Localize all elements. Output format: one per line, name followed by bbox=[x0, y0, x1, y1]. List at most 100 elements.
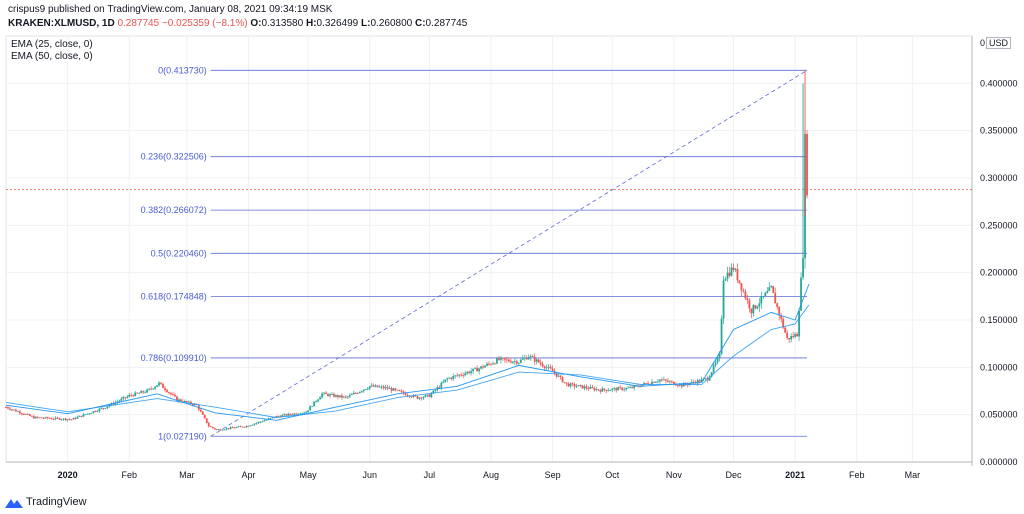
candle-body bbox=[700, 379, 703, 382]
candle-body bbox=[440, 382, 443, 388]
candle-body bbox=[245, 425, 248, 427]
candle-body bbox=[732, 267, 735, 271]
candle-body bbox=[317, 399, 319, 402]
candle-body bbox=[430, 393, 433, 398]
candle-body bbox=[428, 394, 431, 398]
fib-level-label: 0.786(0.109910) bbox=[141, 353, 207, 363]
candle-body bbox=[58, 418, 61, 420]
candle-body bbox=[164, 387, 166, 391]
candle-body bbox=[738, 280, 741, 284]
candle-body bbox=[146, 389, 149, 393]
candle-body bbox=[134, 392, 137, 397]
candle-body bbox=[247, 425, 250, 427]
candle-body bbox=[352, 392, 355, 395]
candle-body bbox=[585, 386, 588, 389]
candle-body bbox=[88, 413, 91, 415]
candle-body bbox=[788, 338, 791, 340]
fib-level-label: 0.382(0.266072) bbox=[141, 205, 207, 215]
candle-body bbox=[517, 362, 520, 364]
candle-body bbox=[525, 357, 528, 360]
candle-body bbox=[448, 377, 451, 379]
candle-body bbox=[160, 382, 162, 384]
candle-body bbox=[68, 419, 71, 421]
candle-body bbox=[575, 386, 578, 388]
candle-body bbox=[211, 426, 214, 428]
candle-body bbox=[305, 412, 308, 413]
x-tick-label: Apr bbox=[241, 470, 255, 480]
candle-body bbox=[543, 366, 546, 369]
candle-body bbox=[370, 385, 373, 387]
candle-body bbox=[480, 366, 482, 369]
candle-body bbox=[126, 396, 129, 398]
candle-body bbox=[239, 426, 242, 428]
candle-body bbox=[98, 408, 101, 412]
candle-body bbox=[132, 395, 135, 397]
candle-body bbox=[426, 394, 429, 396]
candle-body bbox=[625, 387, 628, 390]
candle-body bbox=[152, 388, 154, 390]
candle-body bbox=[672, 381, 675, 385]
candle-body bbox=[231, 427, 234, 429]
candle-body bbox=[416, 396, 419, 399]
candle-body bbox=[627, 387, 630, 389]
price-chart[interactable]: 0.000000 0.050000 0.100000 0.150000 0.200000… bbox=[0, 0, 1024, 492]
candle-body bbox=[128, 394, 131, 397]
legend-ema-50[interactable]: EMA (50, close, 0) bbox=[11, 51, 93, 62]
y-tick-label: 0.200000 bbox=[980, 268, 1018, 278]
candle-body bbox=[708, 376, 711, 381]
y-tick-label: 0.400000 bbox=[980, 78, 1018, 88]
candle-body bbox=[120, 398, 123, 401]
candle-body bbox=[744, 291, 747, 299]
candle-body bbox=[507, 359, 510, 362]
candle-body bbox=[523, 357, 526, 359]
candle-body bbox=[659, 379, 661, 382]
candle-body bbox=[64, 418, 67, 421]
candle-body bbox=[257, 421, 260, 423]
candle-body bbox=[494, 363, 496, 365]
candle-body bbox=[647, 383, 649, 385]
candle-body bbox=[168, 392, 170, 393]
candle-body bbox=[567, 383, 570, 387]
candle-body bbox=[547, 366, 550, 368]
candle-body bbox=[174, 394, 176, 397]
candle-body bbox=[561, 376, 564, 383]
candle-body bbox=[533, 356, 536, 362]
x-tick-label: Nov bbox=[666, 470, 683, 480]
candle-body bbox=[144, 392, 147, 394]
candle-body bbox=[680, 384, 683, 387]
candle-body bbox=[545, 367, 548, 369]
candle-body bbox=[187, 401, 190, 403]
candle-body bbox=[726, 272, 729, 279]
candle-body bbox=[720, 318, 723, 354]
candle-body bbox=[124, 397, 127, 398]
candle-body bbox=[341, 395, 343, 398]
open-value: 0.313580 bbox=[261, 18, 304, 29]
candle-body bbox=[301, 413, 304, 414]
candle-body bbox=[142, 391, 145, 393]
legend-ema-25[interactable]: EMA (25, close, 0) bbox=[11, 39, 93, 50]
candle-body bbox=[728, 272, 731, 276]
candle-body bbox=[565, 382, 568, 384]
candle-body bbox=[591, 386, 594, 388]
candle-body bbox=[718, 353, 721, 358]
y-tick-label: 0.300000 bbox=[980, 173, 1018, 183]
candle-body bbox=[346, 396, 349, 398]
candle-body bbox=[56, 417, 59, 419]
candle-body bbox=[28, 414, 31, 416]
candle-body bbox=[446, 378, 449, 380]
candle-body bbox=[295, 413, 298, 415]
candle-body bbox=[48, 418, 51, 420]
candle-body bbox=[796, 334, 798, 337]
candle-body bbox=[750, 308, 753, 314]
candle-body bbox=[382, 386, 385, 389]
candle-body bbox=[478, 368, 480, 372]
low-value: 0.260800 bbox=[370, 18, 413, 29]
candle-body bbox=[331, 394, 333, 395]
candle-body bbox=[456, 375, 459, 377]
candle-body bbox=[766, 291, 769, 293]
candle-body bbox=[643, 383, 645, 385]
candle-body bbox=[62, 418, 65, 420]
candle-body bbox=[668, 381, 671, 383]
candle-body bbox=[613, 388, 616, 389]
candle-body bbox=[500, 357, 502, 360]
